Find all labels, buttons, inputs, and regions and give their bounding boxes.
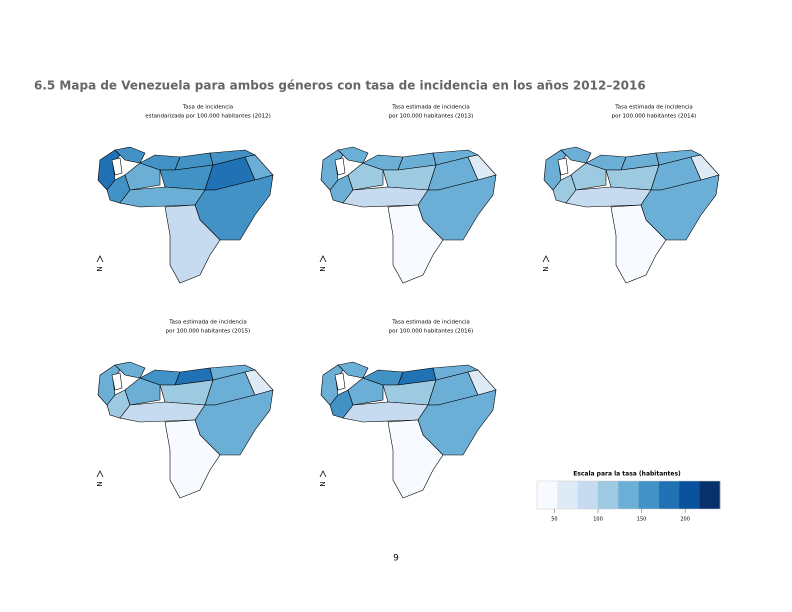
region	[342, 186, 429, 208]
map	[320, 361, 497, 499]
legend-tick-label: 50	[551, 517, 557, 523]
legend-swatch	[659, 481, 680, 509]
legend-tick-label: 100	[593, 517, 603, 523]
map	[543, 146, 720, 284]
north-label: N	[319, 481, 327, 486]
legend-swatch	[598, 481, 619, 509]
legend-swatch	[577, 481, 599, 509]
section-title: 6.5 Mapa de Venezuela para ambos géneros…	[34, 79, 646, 93]
region	[124, 377, 161, 406]
region	[119, 186, 206, 208]
legend-tick-label: 150	[637, 517, 647, 523]
region	[387, 419, 444, 499]
north-label: N	[96, 481, 104, 486]
map-title: por 100.000 habitantes (2016)	[389, 329, 474, 335]
map-title: Tasa de incidencia	[182, 105, 233, 111]
map	[320, 146, 497, 284]
legend-title: Escala para la tasa (habitantes)	[573, 471, 681, 478]
legend-swatch	[618, 481, 639, 509]
region	[164, 204, 221, 284]
map-title: estandarizada por 100.000 habitantes (20…	[145, 114, 270, 120]
north-arrow	[96, 470, 104, 478]
north-label: N	[96, 266, 104, 271]
north-label: N	[319, 266, 327, 271]
region	[124, 162, 161, 191]
region	[347, 377, 384, 406]
map-title: Tasa estimada de incidencia	[391, 105, 470, 111]
region	[570, 162, 607, 191]
north-arrow	[542, 255, 550, 263]
north-arrow	[319, 255, 327, 263]
map	[97, 146, 274, 284]
lake	[557, 157, 569, 176]
legend-swatch	[679, 481, 700, 509]
region	[164, 419, 221, 499]
legend-swatch	[638, 481, 660, 509]
legend-swatch	[699, 481, 721, 509]
legend-swatch	[537, 481, 558, 509]
map-title: Tasa estimada de incidencia	[614, 105, 693, 111]
region	[342, 401, 429, 423]
maps: Tasa de incidencia estandarizada por 100.…	[96, 105, 720, 499]
north-arrow	[96, 255, 104, 263]
region	[347, 162, 384, 191]
lake	[334, 372, 346, 391]
map	[97, 361, 274, 499]
lake	[111, 372, 123, 391]
page-number: 9	[393, 554, 399, 564]
region	[565, 186, 652, 208]
region	[610, 204, 667, 284]
legend-frame	[536, 480, 721, 510]
lake	[334, 157, 346, 176]
lake	[111, 157, 123, 176]
map-title: por 100.000 habitantes (2013)	[389, 114, 474, 120]
map-title: Tasa estimada de incidencia	[168, 320, 247, 326]
region	[119, 401, 206, 423]
north-label: N	[542, 266, 550, 271]
north-arrow	[319, 470, 327, 478]
region	[387, 204, 444, 284]
map-title: por 100.000 habitantes (2014)	[612, 114, 697, 120]
map-title: por 100.000 habitantes (2015)	[166, 329, 251, 335]
legend-swatch	[557, 481, 578, 509]
map-title: Tasa estimada de incidencia	[391, 320, 470, 326]
legend-tick-label: 200	[680, 517, 690, 523]
legend: 50 100 150 200	[536, 480, 721, 523]
